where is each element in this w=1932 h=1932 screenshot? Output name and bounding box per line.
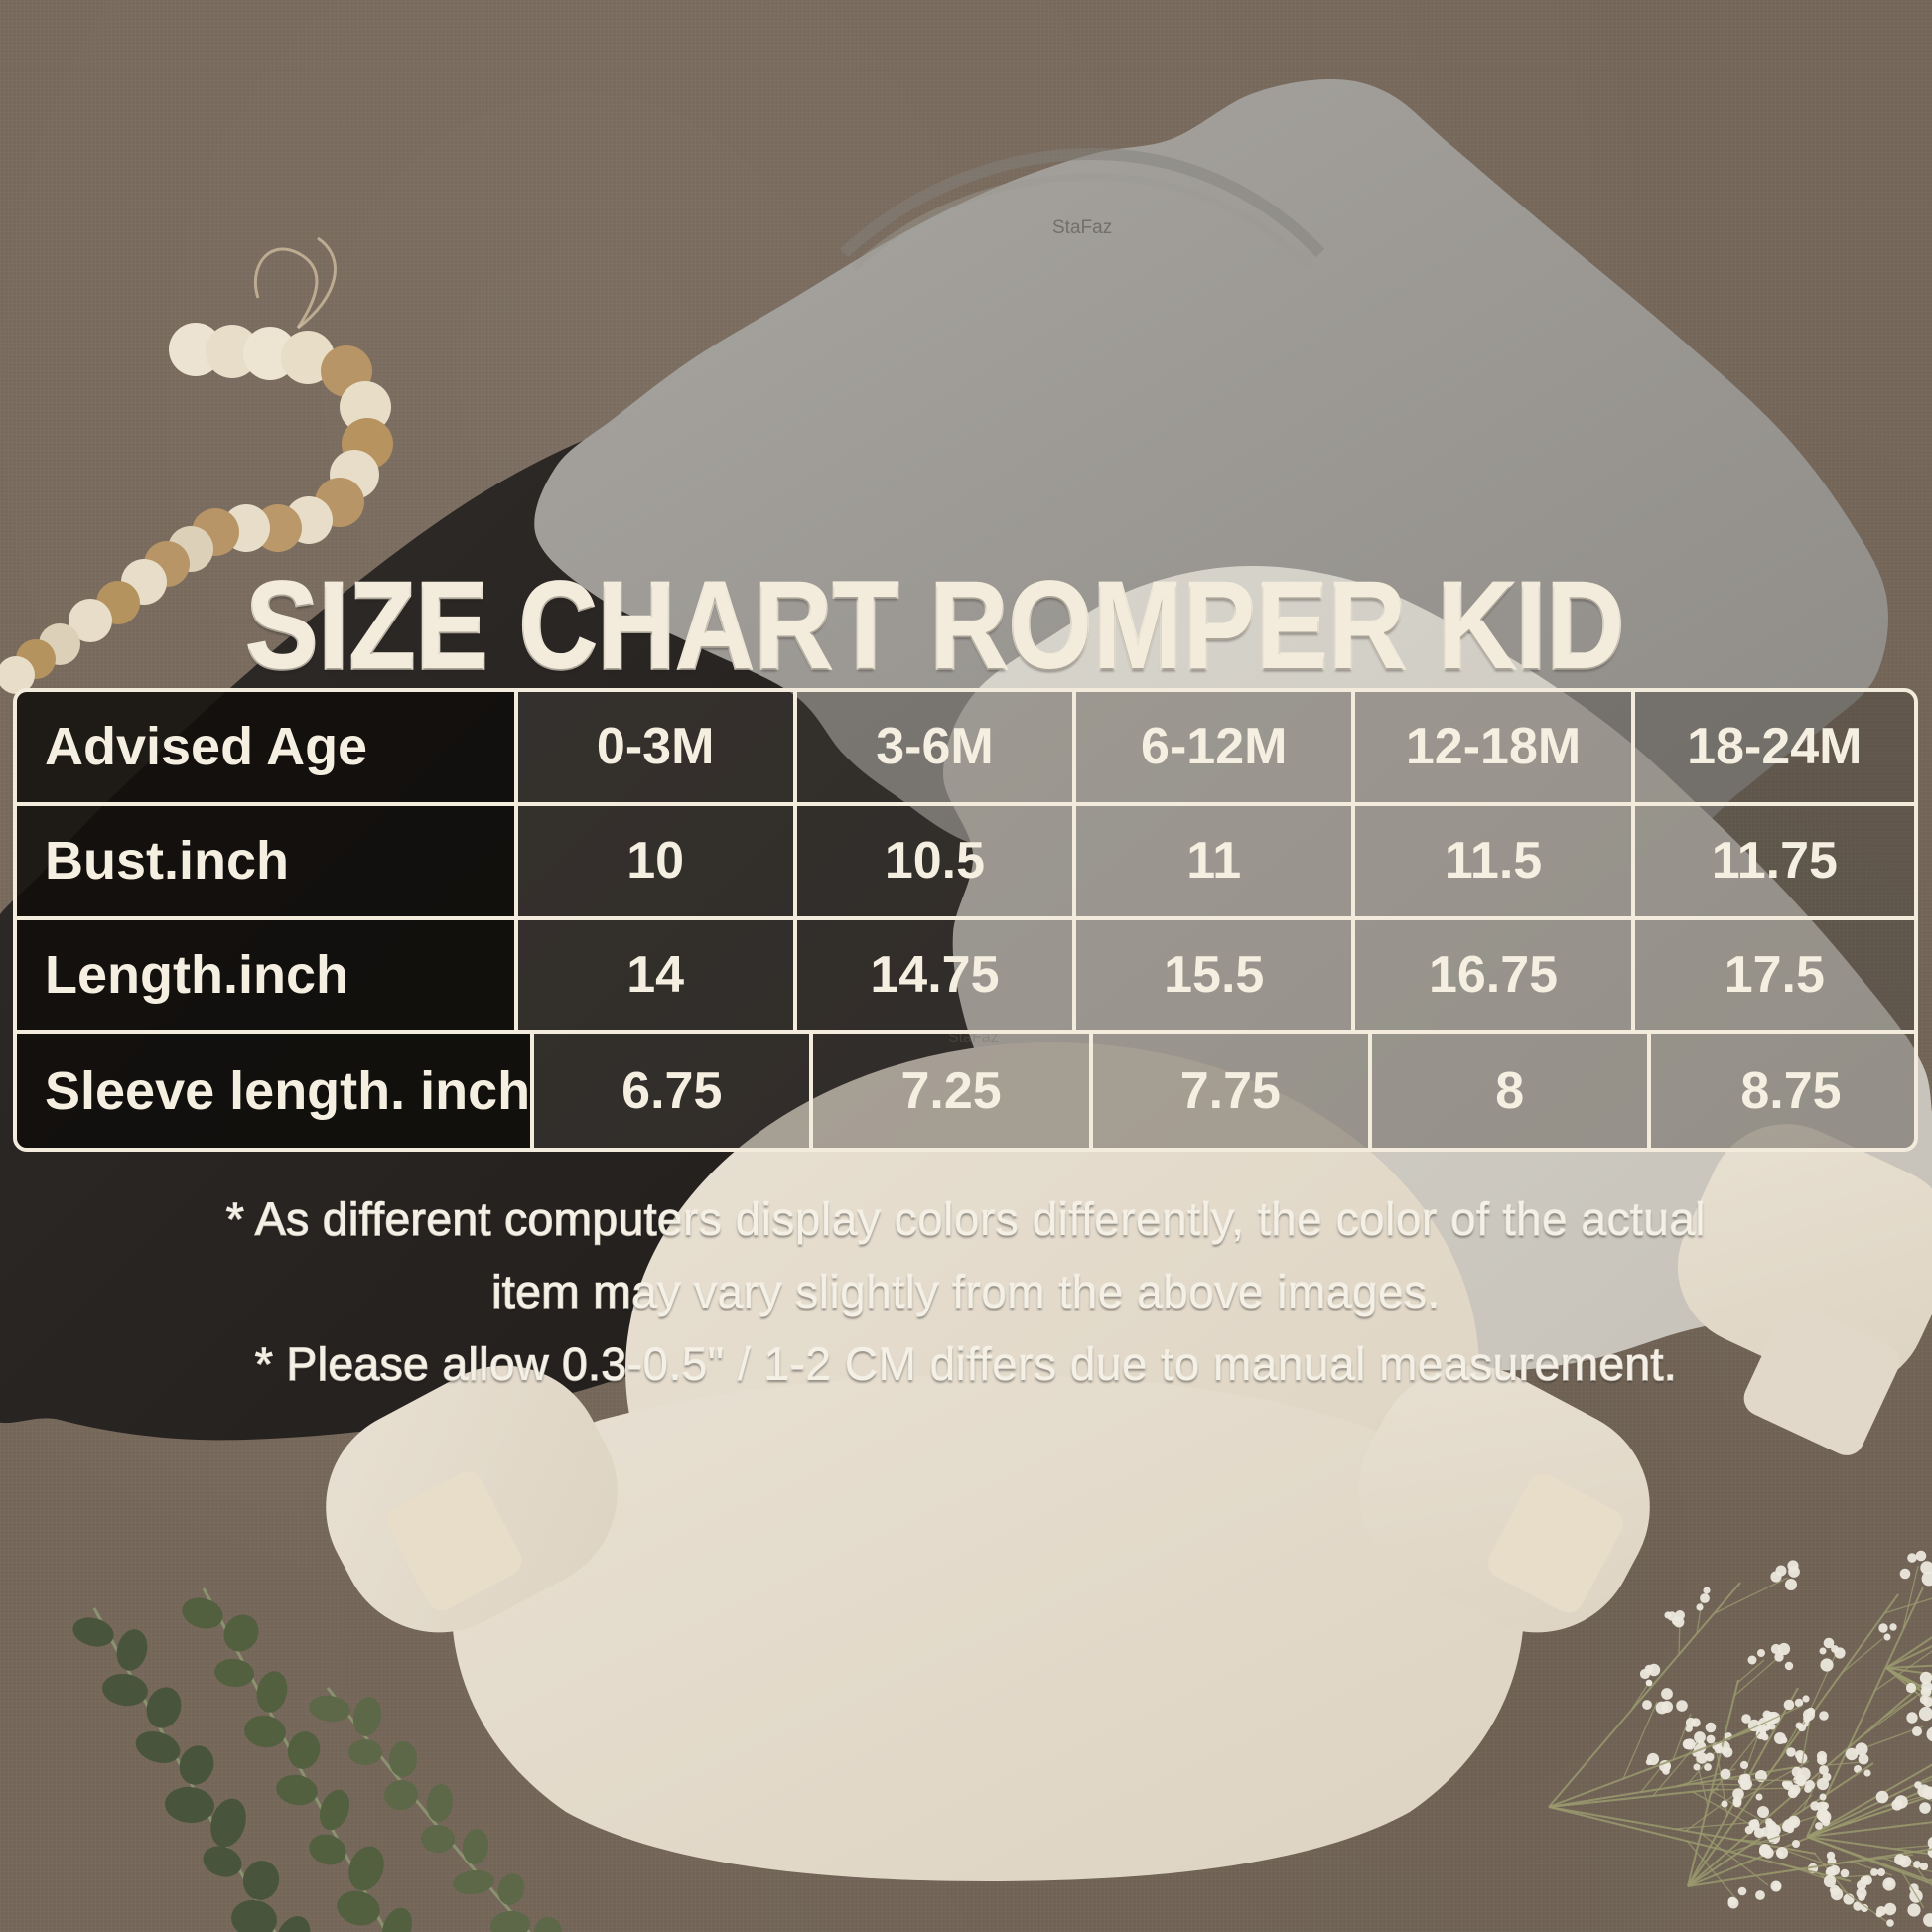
svg-text:StaFaz: StaFaz xyxy=(1052,217,1112,238)
